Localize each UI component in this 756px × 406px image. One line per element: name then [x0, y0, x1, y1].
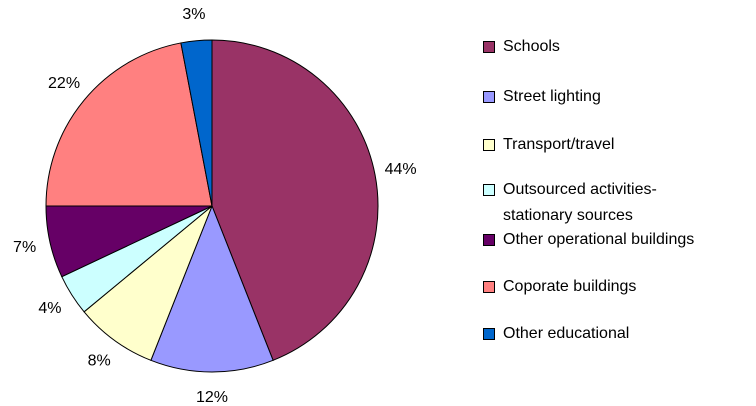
legend-label: Transport/travel — [503, 136, 615, 153]
data-label: 7% — [13, 239, 36, 256]
pie-slice — [180, 39, 213, 207]
data-label: 8% — [88, 353, 111, 370]
legend-item: Street lighting — [483, 87, 601, 107]
data-label: 12% — [196, 389, 228, 406]
legend-swatch — [483, 139, 495, 151]
legend-label: Outsourced activities- stationary source… — [503, 181, 657, 224]
legend-item: Other educational — [483, 324, 629, 344]
legend-label: Street lighting — [503, 88, 601, 105]
data-label: 3% — [182, 6, 205, 23]
legend-swatch — [483, 328, 495, 340]
pie-slice — [211, 39, 379, 361]
legend-item: Outsourced activities- stationary source… — [483, 180, 673, 229]
data-label: 22% — [48, 75, 80, 92]
legend-item: Other operational buildings — [483, 230, 694, 250]
data-label: 4% — [38, 300, 61, 317]
data-label: 44% — [385, 161, 417, 178]
legend-swatch — [483, 281, 495, 293]
legend-item: Schools — [483, 37, 560, 57]
legend-label: Coporate buildings — [503, 278, 637, 295]
legend-label: Other educational — [503, 325, 630, 342]
legend-label: Other operational buildings — [503, 231, 695, 248]
legend-swatch — [483, 41, 495, 53]
legend-item: Coporate buildings — [483, 277, 636, 297]
pie-slice — [45, 42, 213, 207]
legend-swatch — [483, 234, 495, 246]
legend-swatch — [483, 91, 495, 103]
legend-label: Schools — [503, 38, 560, 55]
legend-swatch — [483, 184, 495, 196]
legend-item: Transport/travel — [483, 135, 614, 155]
pie-slice — [150, 204, 274, 373]
